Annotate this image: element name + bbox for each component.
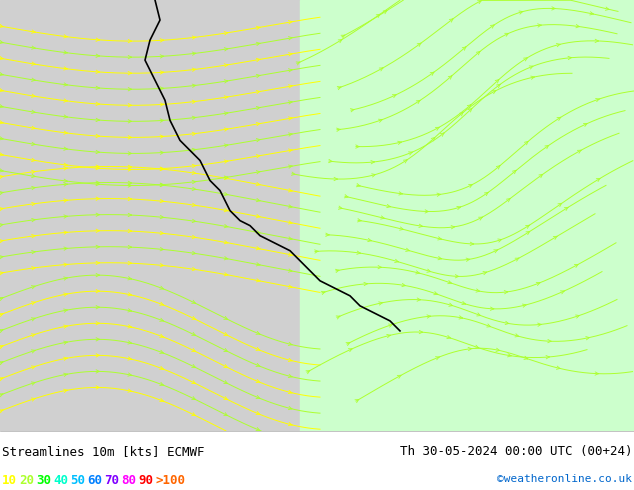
Text: 10: 10 [2,473,17,487]
Text: 40: 40 [53,473,68,487]
Text: >100: >100 [155,473,185,487]
Text: ©weatheronline.co.uk: ©weatheronline.co.uk [497,473,632,484]
Text: 30: 30 [36,473,51,487]
Text: 50: 50 [70,473,85,487]
Text: 80: 80 [121,473,136,487]
Text: 20: 20 [19,473,34,487]
Text: 60: 60 [87,473,102,487]
Text: 90: 90 [138,473,153,487]
Text: Th 30-05-2024 00:00 UTC (00+24): Th 30-05-2024 00:00 UTC (00+24) [399,445,632,458]
FancyBboxPatch shape [300,0,634,431]
Text: Streamlines 10m [kts] ECMWF: Streamlines 10m [kts] ECMWF [2,445,205,458]
Text: 70: 70 [104,473,119,487]
